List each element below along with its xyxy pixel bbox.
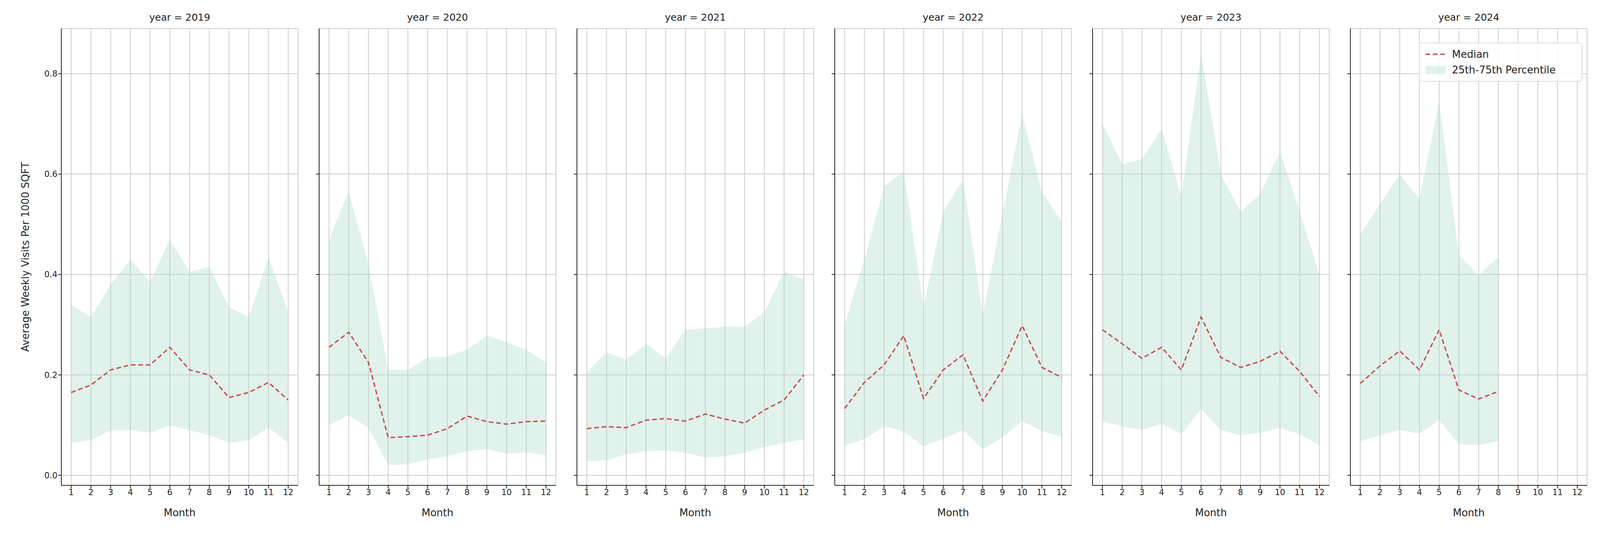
html-text:25th-75th Percentile: 25th-75th Percentile bbox=[1451, 64, 1556, 76]
svg-text:3: 3 bbox=[881, 487, 887, 498]
svg-text:7: 7 bbox=[1476, 487, 1482, 498]
svg-text:11: 11 bbox=[263, 487, 274, 498]
svg-text:0.6: 0.6 bbox=[44, 169, 58, 179]
html-text:year = 2023: year = 2023 bbox=[1180, 11, 1242, 24]
svg-text:6: 6 bbox=[1456, 487, 1462, 498]
svg-text:Month: Month bbox=[1194, 507, 1227, 519]
html-text:year = 2020: year = 2020 bbox=[406, 11, 469, 24]
svg-text:0.0: 0.0 bbox=[44, 471, 58, 481]
html-text:year = 2022: year = 2022 bbox=[922, 11, 984, 24]
svg-text:11: 11 bbox=[521, 487, 532, 498]
svg-text:1: 1 bbox=[326, 487, 332, 498]
svg-text:2: 2 bbox=[88, 487, 94, 498]
svg-text:6: 6 bbox=[167, 487, 173, 498]
svg-text:5: 5 bbox=[663, 487, 669, 498]
svg-text:5: 5 bbox=[147, 487, 153, 498]
svg-text:4: 4 bbox=[127, 487, 133, 498]
svg-text:0.4: 0.4 bbox=[44, 269, 58, 280]
svg-text:12: 12 bbox=[798, 487, 809, 498]
svg-text:5: 5 bbox=[921, 487, 927, 498]
svg-text:12: 12 bbox=[540, 487, 552, 498]
svg-text:12: 12 bbox=[1314, 487, 1325, 498]
svg-text:5: 5 bbox=[1436, 487, 1442, 498]
svg-text:1: 1 bbox=[1100, 487, 1106, 498]
svg-text:4: 4 bbox=[643, 487, 649, 498]
svg-text:3: 3 bbox=[623, 487, 629, 498]
svg-text:10: 10 bbox=[501, 487, 512, 498]
svg-text:10: 10 bbox=[1532, 487, 1543, 498]
svg-text:12: 12 bbox=[1056, 487, 1067, 498]
svg-text:8: 8 bbox=[1237, 487, 1243, 498]
svg-text:10: 10 bbox=[758, 487, 770, 498]
svg-text:2: 2 bbox=[346, 487, 352, 498]
svg-text:2: 2 bbox=[603, 487, 609, 498]
svg-text:10: 10 bbox=[243, 487, 254, 498]
svg-text:11: 11 bbox=[778, 487, 790, 498]
svg-text:9: 9 bbox=[742, 487, 748, 498]
svg-text:9: 9 bbox=[226, 487, 232, 498]
svg-text:Month: Month bbox=[937, 507, 970, 519]
svg-text:9: 9 bbox=[1257, 487, 1263, 498]
svg-text:4: 4 bbox=[1158, 487, 1165, 498]
svg-text:9: 9 bbox=[484, 487, 490, 498]
svg-text:7: 7 bbox=[960, 487, 966, 498]
svg-text:Month: Month bbox=[163, 507, 196, 519]
svg-text:4: 4 bbox=[1416, 487, 1422, 498]
svg-text:7: 7 bbox=[187, 487, 193, 498]
svg-text:6: 6 bbox=[425, 487, 431, 498]
svg-text:11: 11 bbox=[1294, 487, 1306, 498]
svg-text:6: 6 bbox=[940, 487, 946, 498]
svg-text:6: 6 bbox=[1198, 487, 1204, 498]
html-text:year = 2021: year = 2021 bbox=[664, 11, 726, 24]
svg-text:11: 11 bbox=[1036, 487, 1048, 498]
svg-text:Month: Month bbox=[1452, 507, 1485, 519]
svg-text:2: 2 bbox=[861, 487, 867, 498]
svg-text:7: 7 bbox=[702, 487, 708, 498]
svg-text:9: 9 bbox=[1515, 487, 1521, 498]
svg-text:0.2: 0.2 bbox=[44, 370, 58, 381]
html-text:year = 2019: year = 2019 bbox=[149, 11, 211, 24]
svg-text:3: 3 bbox=[1397, 487, 1403, 498]
svg-text:8: 8 bbox=[464, 487, 470, 498]
svg-text:3: 3 bbox=[1139, 487, 1145, 498]
svg-text:1: 1 bbox=[1357, 487, 1363, 498]
svg-text:8: 8 bbox=[722, 487, 728, 498]
svg-text:Month: Month bbox=[679, 507, 712, 519]
svg-text:4: 4 bbox=[385, 487, 391, 498]
svg-text:10: 10 bbox=[1016, 487, 1028, 498]
svg-text:2: 2 bbox=[1119, 487, 1125, 498]
svg-text:Month: Month bbox=[421, 507, 454, 519]
svg-text:1: 1 bbox=[68, 487, 74, 498]
svg-text:8: 8 bbox=[1495, 487, 1501, 498]
svg-text:7: 7 bbox=[444, 487, 450, 498]
html-text:Median: Median bbox=[1451, 48, 1489, 61]
svg-text:5: 5 bbox=[405, 487, 411, 498]
svg-text:7: 7 bbox=[1218, 487, 1224, 498]
svg-text:6: 6 bbox=[682, 487, 688, 498]
svg-text:4: 4 bbox=[901, 487, 907, 498]
svg-text:10: 10 bbox=[1274, 487, 1286, 498]
svg-text:3: 3 bbox=[108, 487, 114, 498]
svg-text:0.8: 0.8 bbox=[44, 69, 58, 79]
svg-text:9: 9 bbox=[1000, 487, 1006, 498]
html-text:year = 2024: year = 2024 bbox=[1438, 11, 1500, 24]
svg-text:1: 1 bbox=[842, 487, 848, 498]
html-text:Average Weekly Visits Per 1000: Average Weekly Visits Per 1000 SQFT bbox=[19, 162, 32, 352]
svg-text:8: 8 bbox=[206, 487, 212, 498]
svg-text:12: 12 bbox=[1571, 487, 1583, 498]
svg-text:12: 12 bbox=[282, 487, 294, 498]
svg-text:8: 8 bbox=[980, 487, 986, 498]
svg-text:11: 11 bbox=[1552, 487, 1563, 498]
svg-text:1: 1 bbox=[584, 487, 590, 498]
svg-text:3: 3 bbox=[366, 487, 372, 498]
svg-text:2: 2 bbox=[1377, 487, 1383, 498]
svg-text:5: 5 bbox=[1178, 487, 1184, 498]
